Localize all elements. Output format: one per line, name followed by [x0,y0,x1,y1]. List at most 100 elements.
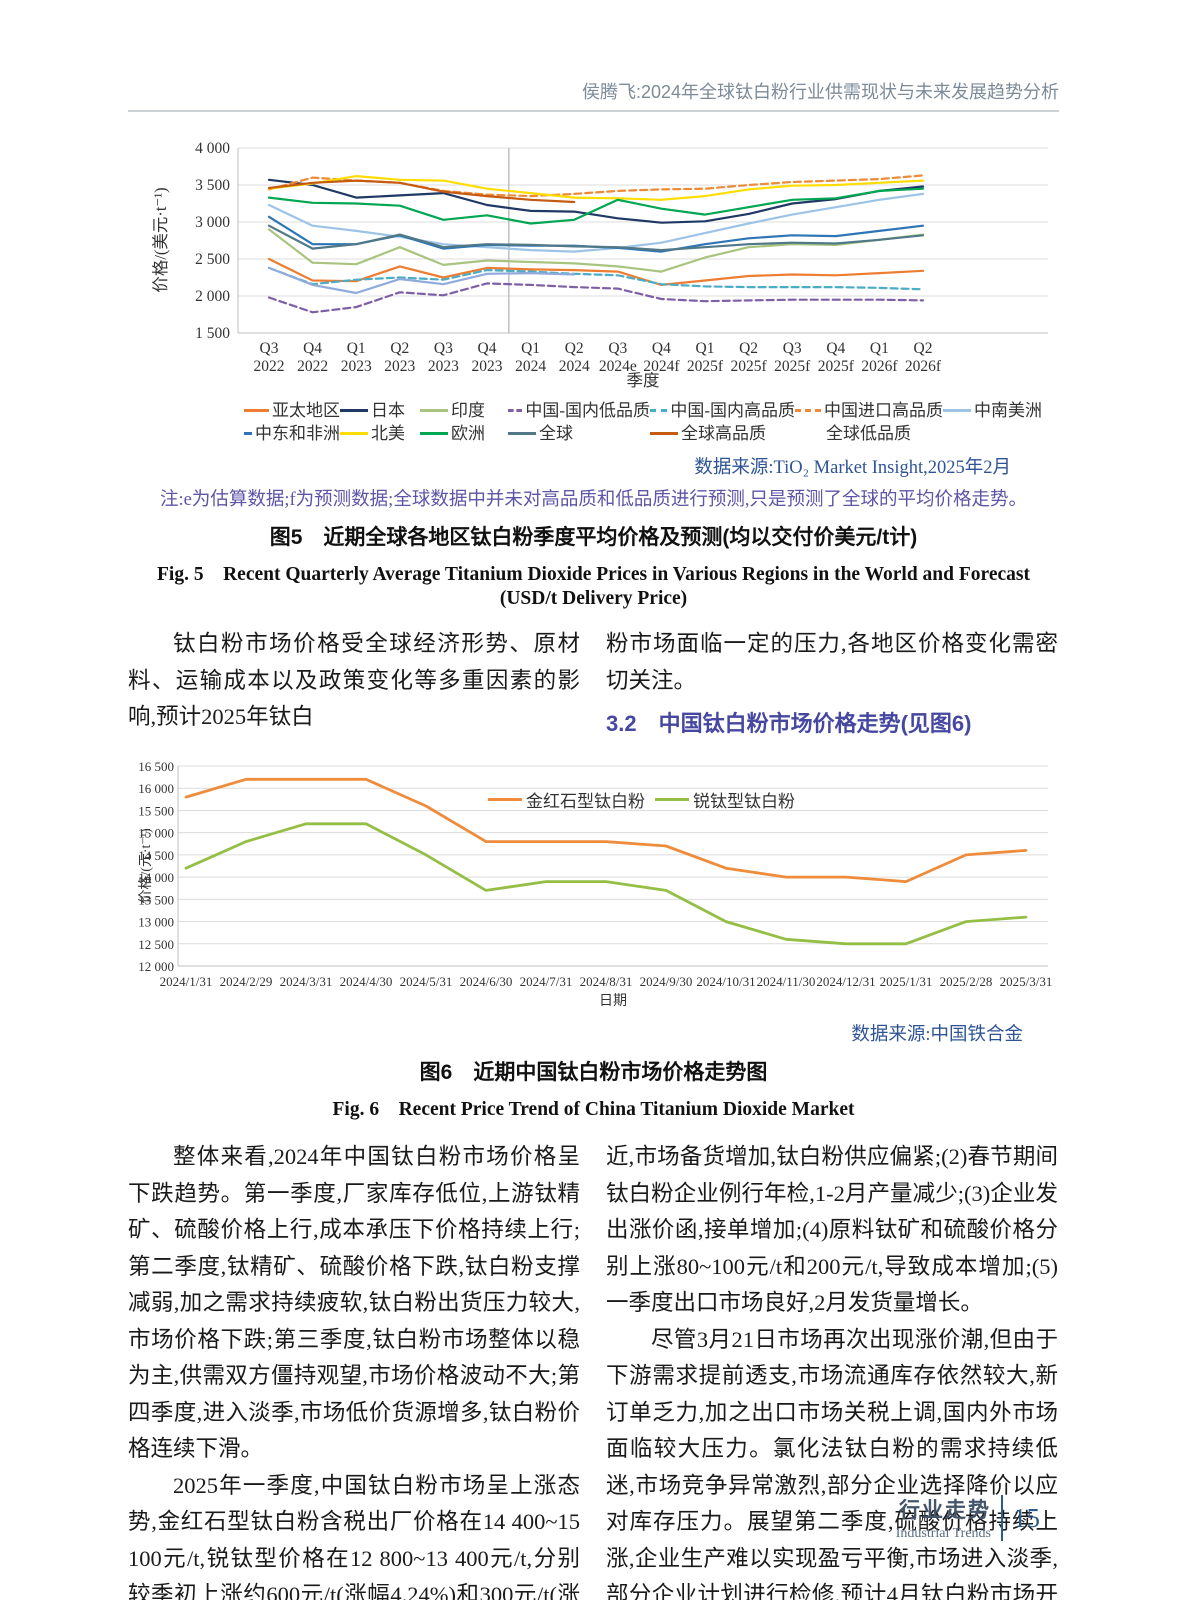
fig5-source: 数据来源:TiO₂ Market Insight,2025年2月 [694,458,1011,478]
fig6-caption-en: Fig. 6 Recent Price Trend of China Titan… [332,1099,855,1120]
svg-text:12 000: 12 000 [138,959,174,974]
fig5-caption-cn: 图5 近期全球各地区钛白粉季度平均价格及预测(均以交付价美元/t计) [269,526,918,549]
legend-swatch [650,432,678,435]
svg-text:1 500: 1 500 [195,325,230,342]
footer-rubric-en: Industrial Trends [895,1526,991,1541]
body-columns: 整体来看,2024年中国钛白粉市场价格呈下跌趋势。第一季度,厂家库存低位,上游钛… [128,1139,1059,1600]
y-axis-label: 价格/(美元·t⁻¹) [151,187,170,292]
legend-label: 锐钛型钛白粉 [693,792,795,811]
legend-label: 亚太地区 [272,401,340,420]
legend-label: 欧洲 [451,424,485,443]
header-rule [128,110,1059,112]
legend-label: 全球 [539,424,573,443]
body-left-column: 整体来看,2024年中国钛白粉市场价格呈下跌趋势。第一季度,厂家库存低位,上游钛… [128,1139,580,1600]
series-line-中国-国内低品质 [267,282,925,314]
svg-text:16 000: 16 000 [138,781,174,796]
series-line-锐钛型钛白粉 [184,822,1028,946]
svg-text:12 500: 12 500 [138,937,174,952]
svg-text:2024/5/31: 2024/5/31 [400,974,453,989]
fig5-caption-en: Fig. 5 Recent Quarterly Average Titanium… [157,564,1030,585]
fig6-box-svg: 12 000 12 500 13 000 13 500 14 000 14 500 15 0… [138,759,1053,1009]
legend-swatch [655,798,689,801]
svg-text:2024/10/31: 2024/10/31 [696,974,755,989]
svg-text:3 500: 3 500 [195,177,230,194]
fig6-chart: 金红石型钛白粉 锐钛型钛白粉 12 000 12 500 13 000 13 500 14… [138,749,1058,1016]
series-line-金红石型钛白粉 [184,777,1028,884]
svg-text:2024/12/31: 2024/12/31 [816,974,875,989]
intro-columns: 钛白粉市场价格受全球经济形势、原材料、运输成本以及政策变化等多重因素的影响,预计… [128,626,1059,741]
legend-label: 全球低品质 [826,424,911,443]
svg-text:2024/11/30: 2024/11/30 [757,974,816,989]
footer-rubric: 行业走势 Industrial Trends [896,1494,991,1542]
intro-left-column: 钛白粉市场价格受全球经济形势、原材料、运输成本以及政策变化等多重因素的影响,预计… [128,626,580,741]
y-axis-label: 价格/(元·t⁻¹) [138,828,154,904]
fig5-box-svg: 1 500 2 000 2 500 3 000 3 500 4 000 Q3 2022 Q4 20… [151,140,1048,390]
section-heading-3-2: 3.2 中国钛白粉市场价格走势(见图6) [606,711,972,736]
legend-label: 印度 [451,401,485,420]
series-line-全球 [267,224,925,252]
legend-item-北美: 北美 [340,422,420,445]
series-line-印度 [267,228,925,273]
series-line-中南美洲 [267,192,925,253]
svg-text:2 000: 2 000 [195,288,230,305]
footer-divider [1001,1495,1003,1541]
fig5-caption-en-line2: (USD/t Delivery Price) [499,588,688,609]
intro-right-column: 粉市场面临一定的压力,各地区价格变化需密切关注。 3.2 中国钛白粉市场价格走势… [606,626,1058,741]
page-number: 15 [1013,1502,1040,1533]
svg-text:13 500: 13 500 [138,892,174,907]
legend-label: 中东和非洲 [255,424,340,443]
svg-text:14 500: 14 500 [138,848,174,863]
svg-text:2024/7/31: 2024/7/31 [520,974,573,989]
legend-item-亚太地区: 亚太地区 [244,399,340,422]
series-line-日本 [267,178,925,224]
legend-item-全球高品质: 全球高品质 [650,422,795,445]
legend-label: 全球高品质 [681,424,766,443]
legend-swatch [244,432,252,435]
svg-text:2024/2/29: 2024/2/29 [220,974,273,989]
body-paragraph: 整体来看,2024年中国钛白粉市场价格呈下跌趋势。第一季度,厂家库存低位,上游钛… [128,1144,580,1461]
body-paragraph: 2025年一季度,中国钛白粉市场呈上涨态势,金红石型钛白粉含税出厂价格在14 4… [128,1472,580,1600]
svg-text:2024/4/30: 2024/4/30 [340,974,393,989]
legend-item-中国-国内高品质: 中国-国内高品质 [650,399,795,422]
svg-text:15 500: 15 500 [138,803,174,818]
svg-text:13 000: 13 000 [138,915,174,930]
svg-text:2024/3/31: 2024/3/31 [280,974,333,989]
legend-item-日本: 日本 [340,399,420,422]
legend-label: 中国进口高品质 [824,401,943,420]
body-paragraph-cont: 近,市场备货增加,钛白粉供应偏紧;(2)春节期间钛白粉企业例行年检,1-2月产量… [606,1144,1058,1315]
legend-swatch [244,409,269,412]
fig6-source: 数据来源:中国铁合金 [851,1025,1023,1045]
fig6-legend: 金红石型钛白粉 锐钛型钛白粉 [488,787,795,812]
svg-text:2025/3/31: 2025/3/31 [1000,974,1053,989]
svg-text:2024/6/30: 2024/6/30 [460,974,513,989]
series-line-欧洲 [267,187,925,225]
intro-paragraph-cont: 粉市场面临一定的压力,各地区价格变化需密切关注。 [606,631,1058,693]
svg-text:4 000: 4 000 [195,140,230,157]
running-head: 侯腾飞:2024年全球钛白粉行业供需现状与未来发展趋势分析 [581,82,1059,102]
legend-item-欧洲: 欧洲 [420,422,508,445]
svg-text:2 500: 2 500 [195,251,230,268]
legend-item-全球: 全球 [508,422,650,445]
legend-swatch [420,432,448,435]
x-axis-label: 季度 [627,371,660,390]
page-footer: 行业走势 Industrial Trends 15 [896,1494,1040,1542]
legend-swatch [943,409,971,412]
fig5-legend-row-1: 亚太地区 日本 印度 中国-国内低品质 中国-国内高品质 中国进口高品质 中南美洲 [244,399,1059,422]
legend-label: 中国-国内低品质 [525,401,650,420]
footer-rubric-cn: 行业走势 [899,1499,991,1522]
legend-swatch [340,432,368,435]
legend-swatch [340,409,368,412]
legend-item-印度: 印度 [420,399,508,422]
legend-label: 北美 [371,424,405,443]
svg-text:16 500: 16 500 [138,759,174,774]
svg-text:2024/8/31: 2024/8/31 [580,974,633,989]
fig5-chart: 1 500 2 000 2 500 3 000 3 500 4 000 Q3 2022 Q4 20… [138,138,1058,395]
x-axis-label: 日期 [599,993,627,1009]
